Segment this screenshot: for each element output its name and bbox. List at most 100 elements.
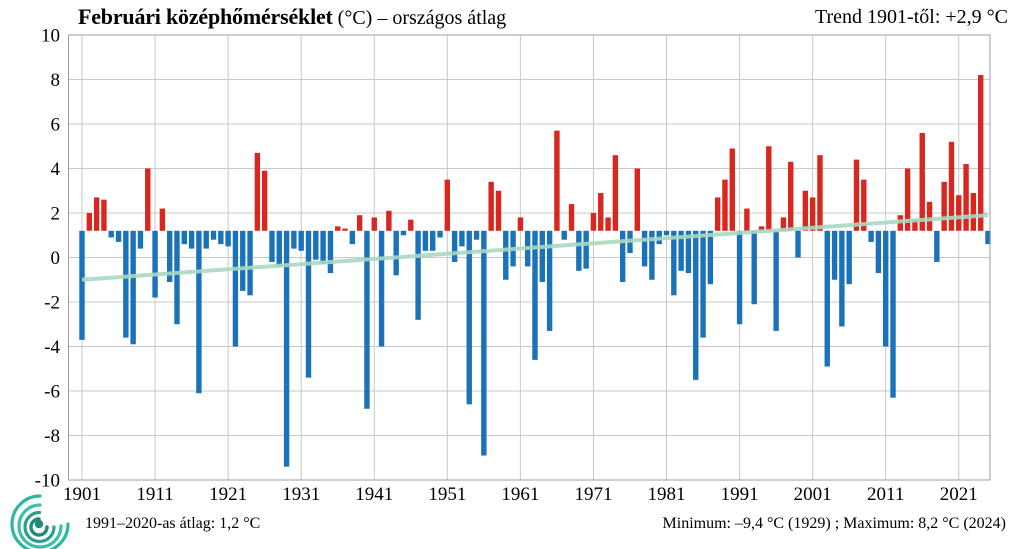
x-tick-label: 1951 — [428, 484, 466, 505]
y-tick-label: 4 — [51, 159, 61, 180]
bar-1956 — [481, 230, 487, 456]
average-note: 1991–2020-as átlag: 1,2 °C — [85, 515, 261, 532]
bar-2000 — [802, 190, 809, 231]
bar-1933 — [313, 230, 319, 260]
bar-2021 — [956, 195, 962, 231]
bar-2016 — [919, 132, 925, 231]
bar-1906 — [115, 230, 122, 242]
bar-1922 — [232, 230, 239, 347]
x-tick-label: 2001 — [794, 484, 832, 505]
trend-annotation: Trend 1901-től: +2,9 °C — [815, 6, 1008, 28]
bar-2005 — [839, 230, 845, 327]
bar-1934 — [320, 230, 326, 265]
bar-1982 — [671, 230, 677, 296]
bar-1986 — [700, 230, 706, 338]
bar-1930 — [291, 230, 297, 249]
bar-1947 — [415, 230, 421, 320]
bar-1991 — [736, 230, 743, 325]
x-tick-label: 1911 — [136, 484, 173, 505]
bar-1965 — [546, 230, 553, 331]
x-tick-label: 1901 — [63, 484, 101, 505]
bar-1990 — [729, 148, 735, 231]
bar-1932 — [305, 230, 312, 378]
bar-1959 — [503, 230, 509, 280]
bar-1961 — [517, 217, 524, 231]
bar-2018 — [934, 230, 940, 262]
bar-1978 — [641, 230, 648, 267]
bar-2015 — [912, 219, 918, 231]
bar-1928 — [276, 230, 282, 267]
x-tick-label: 1931 — [282, 484, 320, 505]
plot-frame — [68, 34, 991, 481]
x-tick-label: 1961 — [501, 484, 539, 505]
bar-2014 — [904, 168, 911, 231]
chart-footer: 1991–2020-as átlag: 1,2 °C Minimum: –9,4… — [0, 494, 1020, 549]
bar-1974 — [612, 155, 619, 231]
bar-1953 — [459, 230, 465, 247]
bar-1966 — [554, 130, 560, 231]
bar-1984 — [685, 230, 692, 274]
bar-1940 — [364, 230, 370, 409]
bar-1955 — [473, 230, 480, 240]
bar-1942 — [378, 230, 385, 347]
bar-1996 — [773, 230, 779, 331]
bar-2024 — [977, 75, 984, 231]
y-tick-label: -8 — [44, 426, 60, 447]
bar-1921 — [225, 230, 231, 247]
bar-1931 — [298, 230, 304, 251]
bar-1904 — [101, 199, 107, 231]
omsz-spiral-logo-icon — [10, 494, 70, 549]
bar-1924 — [247, 230, 253, 296]
bar-1949 — [430, 230, 436, 251]
bar-1972 — [598, 192, 604, 231]
bar-2017 — [926, 201, 933, 231]
bar-1995 — [766, 146, 772, 231]
bar-1929 — [283, 230, 290, 467]
bar-2002 — [817, 155, 823, 231]
bar-1935 — [327, 230, 334, 274]
bar-1920 — [218, 230, 224, 245]
bar-2011 — [883, 230, 889, 347]
bar-1981 — [663, 230, 670, 236]
bar-1936 — [335, 226, 341, 231]
bar-1998 — [788, 161, 794, 231]
bar-2004 — [831, 230, 838, 280]
bar-1937 — [342, 228, 348, 231]
y-tick-label: 8 — [51, 70, 61, 91]
bar-1951 — [444, 179, 451, 231]
bar-1948 — [422, 230, 429, 251]
bar-1910 — [145, 168, 151, 231]
bar-1979 — [649, 230, 655, 280]
x-tick-label: 1971 — [574, 484, 612, 505]
bar-1992 — [744, 208, 750, 231]
bar-1943 — [386, 210, 392, 231]
y-tick-label: -2 — [44, 293, 60, 314]
bar-1971 — [590, 213, 597, 231]
bar-1914 — [174, 230, 180, 325]
y-tick-label: 6 — [51, 115, 61, 136]
y-tick-label: -4 — [44, 337, 60, 358]
bar-1993 — [751, 230, 757, 305]
bar-1903 — [93, 197, 100, 231]
bar-1954 — [466, 230, 472, 405]
bar-1963 — [532, 230, 538, 360]
bar-1912 — [159, 208, 166, 231]
bar-2010 — [875, 230, 882, 274]
bar-1925 — [254, 152, 261, 231]
bar-1938 — [349, 230, 356, 245]
x-tick-label: 1981 — [648, 484, 686, 505]
bar-1926 — [261, 170, 268, 231]
bar-1946 — [408, 219, 414, 231]
bar-1908 — [130, 230, 136, 345]
bar-1952 — [451, 230, 458, 262]
page-title: Februári középhőmérséklet (°C) – országo… — [78, 4, 506, 30]
bar-1987 — [707, 230, 714, 285]
trend-line — [81, 213, 989, 282]
bar-1968 — [568, 204, 575, 231]
bar-1939 — [356, 215, 363, 231]
bar-2007 — [853, 159, 860, 231]
bar-1958 — [495, 190, 502, 231]
bar-1970 — [583, 230, 589, 269]
